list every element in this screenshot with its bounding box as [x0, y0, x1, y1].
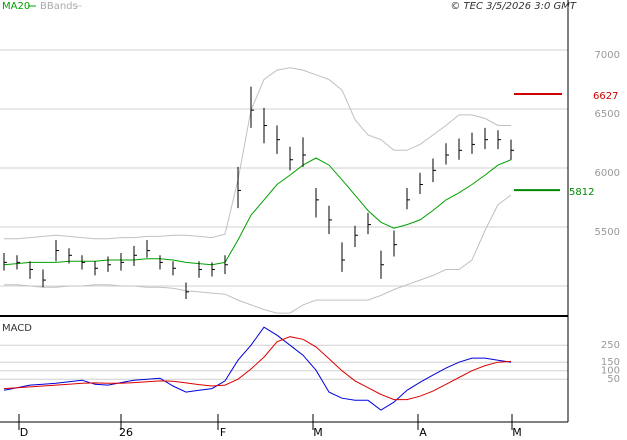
y-tick-label: 5500: [595, 227, 620, 238]
x-tick-label: M: [313, 426, 323, 439]
y-tick-label: 250: [601, 340, 620, 351]
legend-label: BBands: [40, 1, 78, 12]
ma-line: [3, 157, 512, 266]
grid: [0, 49, 568, 380]
y-tick-label: 7000: [595, 50, 620, 61]
bband-line: [4, 194, 512, 314]
y-tick-label: 100: [601, 366, 620, 377]
macd-line: [3, 326, 512, 411]
y-tick-label: 6000: [595, 168, 620, 179]
x-tick-label: 26: [119, 426, 133, 439]
x-tick-label: M: [512, 426, 522, 439]
bband-line: [4, 67, 511, 240]
plot: 6627 5812: [3, 67, 618, 411]
level-label: 5812: [569, 187, 594, 198]
x-tick-label: D: [20, 426, 28, 439]
credit: © TEC 3/5/2026 3:0 GMT: [450, 1, 577, 12]
legend-label: MA20: [2, 1, 30, 12]
y-tick-label: 50: [607, 374, 620, 385]
y-tick-label: 6500: [595, 109, 620, 120]
x-tick-label: F: [220, 426, 226, 439]
x-tick-label: A: [419, 426, 427, 439]
level-label: 6627: [593, 91, 618, 102]
y-tick-label: 150: [601, 357, 620, 368]
macd-line: [3, 336, 512, 401]
panel-title: MACD: [2, 323, 32, 334]
